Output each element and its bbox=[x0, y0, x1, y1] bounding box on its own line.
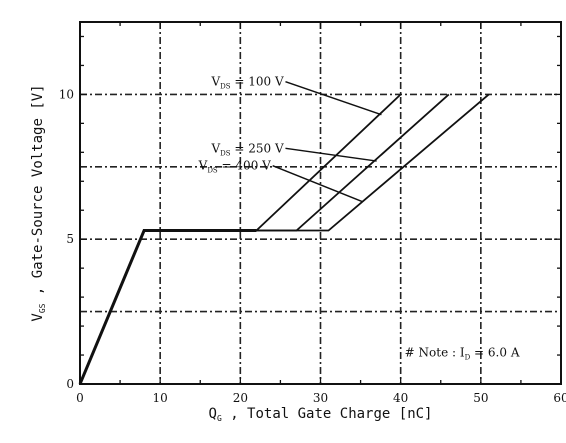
series-layer bbox=[78, 93, 490, 385]
annotation-label-0: VDS​ = 100 V bbox=[210, 75, 283, 91]
annotation-arrow-0 bbox=[285, 81, 382, 116]
x-tick-label: 40 bbox=[393, 391, 408, 405]
x-tick-label: 0 bbox=[76, 391, 84, 405]
annotation-label-1: VDS​ = 250 V bbox=[210, 141, 283, 157]
x-tick-label: 60 bbox=[553, 391, 566, 405]
y-tick-label: 10 bbox=[59, 87, 74, 101]
label-layer: 0 10 20 30 40 50 60 0 5 10 VDS​ = 100 V VDS​ = 250 … bbox=[30, 75, 566, 423]
series-common-segment bbox=[78, 229, 257, 385]
grid-layer bbox=[80, 22, 561, 384]
y-tick-label: 0 bbox=[66, 377, 74, 391]
y-axis-title: VGS​ , Gate-Source Voltage [V] bbox=[30, 84, 47, 321]
annotation-arrow-2 bbox=[272, 165, 363, 203]
x-tick-label: 10 bbox=[153, 391, 168, 405]
annotation-arrow-1 bbox=[285, 147, 377, 162]
x-tick-label: 20 bbox=[233, 391, 248, 405]
tick-layer bbox=[79, 22, 562, 385]
x-axis-title: QG​ , Total Gate Charge [nC] bbox=[209, 406, 433, 423]
x-tick-label: 50 bbox=[473, 391, 488, 405]
annotation-label-2: VDS​ = 400 V bbox=[198, 159, 271, 175]
note-label: # Note : ID​ = 6.0 A bbox=[405, 345, 520, 361]
y-tick-label: 5 bbox=[66, 232, 74, 246]
x-tick-label: 30 bbox=[313, 391, 328, 405]
annotation-arrows bbox=[272, 81, 382, 203]
